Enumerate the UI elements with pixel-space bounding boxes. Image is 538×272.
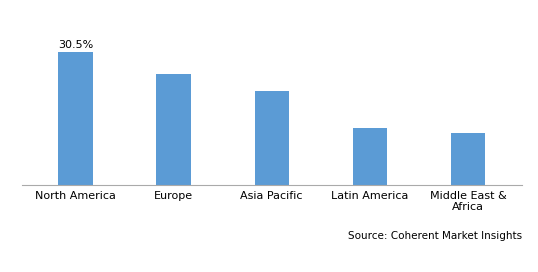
Text: 30.5%: 30.5% bbox=[58, 40, 93, 50]
Bar bbox=[352, 128, 387, 185]
Bar bbox=[157, 74, 191, 185]
Text: Source: Coherent Market Insights: Source: Coherent Market Insights bbox=[348, 231, 522, 241]
Bar bbox=[58, 52, 93, 185]
Bar bbox=[254, 91, 289, 185]
Bar bbox=[451, 132, 485, 185]
